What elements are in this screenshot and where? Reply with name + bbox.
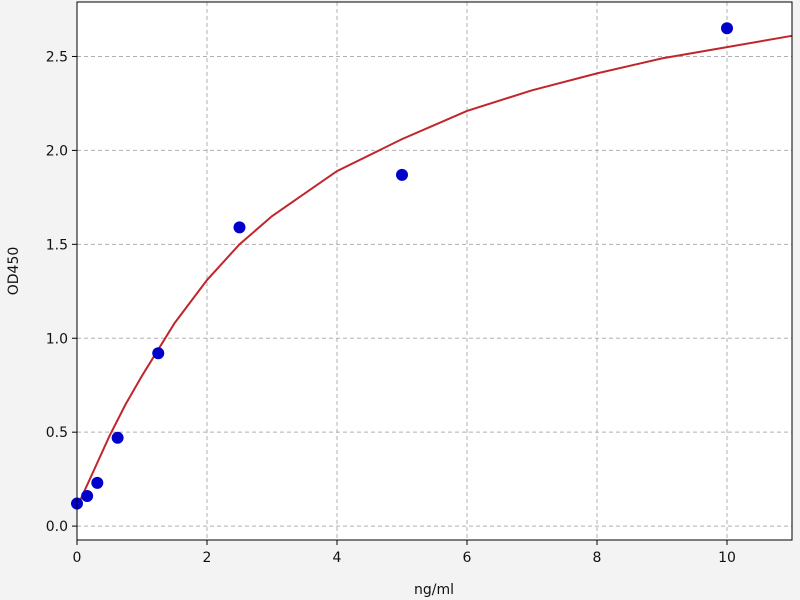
data-point xyxy=(721,22,733,35)
x-tick-label: 4 xyxy=(333,550,342,566)
x-axis-label: ng/ml xyxy=(414,582,454,598)
y-tick-label: 2.0 xyxy=(46,143,68,159)
data-point xyxy=(233,221,246,234)
y-tick-label: 0.0 xyxy=(46,519,68,535)
fit-curve xyxy=(76,34,793,508)
data-point xyxy=(81,490,94,503)
x-tick-label: 2 xyxy=(203,550,212,566)
x-tick-label: 6 xyxy=(463,550,472,566)
y-tick-label: 2.5 xyxy=(46,49,68,65)
plot-area xyxy=(77,2,792,540)
y-tick-label: 1.5 xyxy=(46,237,68,253)
x-tick-label: 8 xyxy=(593,550,602,566)
data-point xyxy=(111,431,124,444)
x-tick-label: 10 xyxy=(718,550,736,566)
data-point xyxy=(152,347,165,360)
y-tick-label: 1.0 xyxy=(46,331,68,347)
data-point xyxy=(91,476,104,489)
plot-frame xyxy=(76,1,793,541)
x-tick-label: 0 xyxy=(73,550,82,566)
y-tick-label: 0.5 xyxy=(46,425,68,441)
y-axis-label: OD450 xyxy=(6,247,22,296)
data-point xyxy=(396,168,408,181)
